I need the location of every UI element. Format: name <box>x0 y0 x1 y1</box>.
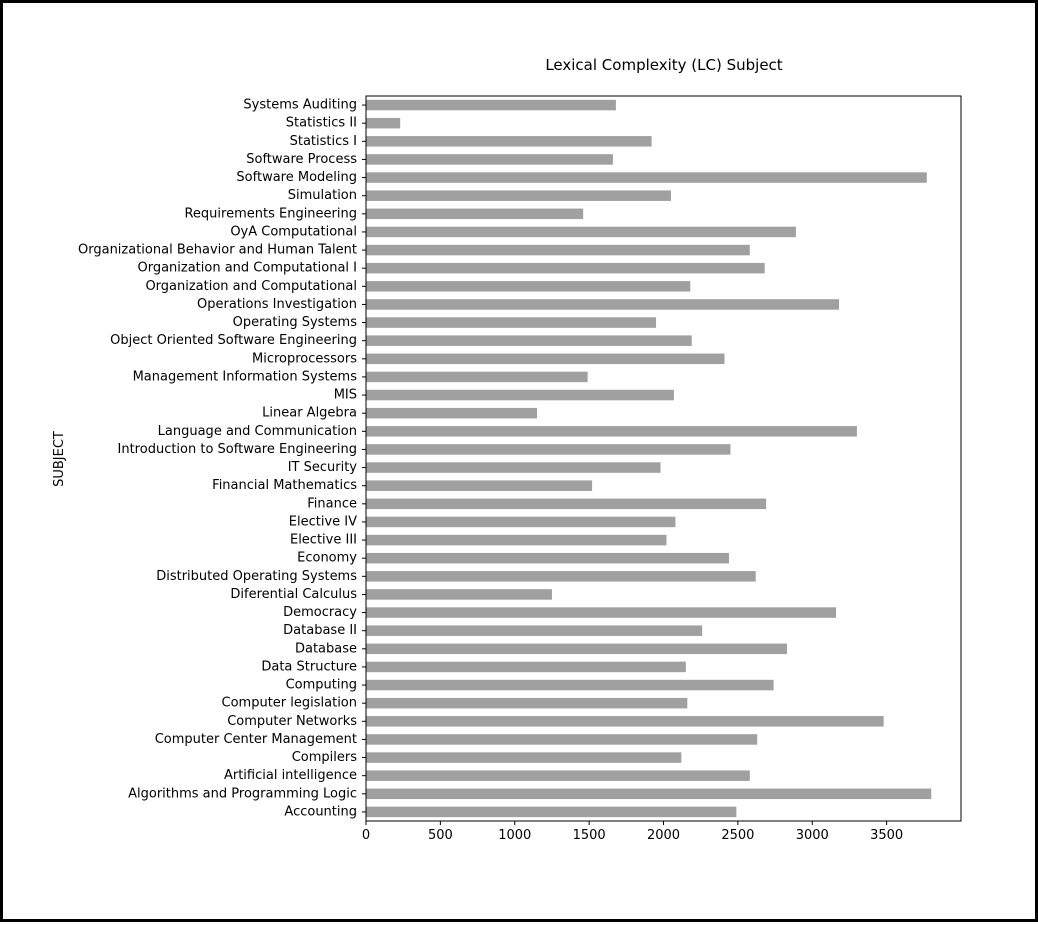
y-tick-label: Algorithms and Programming Logic <box>128 786 357 801</box>
y-tick-label: Artificial intelligence <box>224 768 357 783</box>
y-tick-label: Language and Communication <box>158 424 357 439</box>
bar <box>366 589 552 600</box>
bar <box>366 752 682 763</box>
y-tick-label: Organizational Behavior and Human Talent <box>78 243 357 258</box>
bar <box>366 299 840 310</box>
y-tick-label: Accounting <box>284 804 357 819</box>
y-tick-label: Introduction to Software Engineering <box>118 442 357 457</box>
bar <box>366 516 676 528</box>
bar <box>366 281 691 292</box>
chart-title: Lexical Complexity (LC) Subject <box>545 56 782 74</box>
y-tick-labels: Accounting Algorithms and Programming Log… <box>78 98 366 819</box>
y-tick-label: Economy <box>297 551 357 566</box>
y-tick-label: Financial Mathematics <box>212 478 357 493</box>
y-axis-label: SUBJECT <box>52 431 67 487</box>
bar <box>366 607 837 618</box>
x-tick-label: 3500 <box>870 828 903 843</box>
bar <box>366 534 667 546</box>
bar <box>366 697 688 709</box>
bar <box>366 226 796 238</box>
plot-area-frame <box>365 95 962 822</box>
y-tick-label: Organization and Computational I <box>137 261 357 276</box>
bar <box>366 462 661 473</box>
y-tick-label: Diferential Calculus <box>230 587 357 602</box>
y-tick-label: Computer legislation <box>222 696 357 711</box>
bar <box>366 262 765 274</box>
bar <box>366 154 613 165</box>
bar <box>366 407 538 419</box>
bar <box>366 770 750 781</box>
bar <box>366 498 767 510</box>
bar <box>366 788 932 800</box>
bar <box>366 208 584 220</box>
x-tick-label: 2000 <box>647 828 680 843</box>
y-tick-label: IT Security <box>288 460 358 475</box>
bar <box>366 480 593 491</box>
bar <box>366 625 703 636</box>
bar <box>366 317 657 328</box>
y-tick-label: Requirements Engineering <box>184 206 357 221</box>
y-tick-label: Distributed Operating Systems <box>156 569 357 584</box>
y-tick-label: Operations Investigation <box>197 297 357 312</box>
bar <box>366 371 588 383</box>
bar <box>366 172 927 183</box>
y-tick-label: MIS <box>334 388 357 403</box>
y-tick-label: Democracy <box>283 605 357 620</box>
y-tick-label: Simulation <box>288 188 357 203</box>
bar <box>366 661 686 673</box>
y-tick-label: Computer Center Management <box>155 732 357 747</box>
bar <box>366 389 674 401</box>
y-tick-label: Statistics II <box>286 116 357 131</box>
y-tick-label: Database II <box>283 623 357 638</box>
bar <box>366 643 787 655</box>
bar <box>366 571 756 582</box>
y-tick-label: Software Process <box>246 152 357 167</box>
bar <box>366 806 737 818</box>
y-tick-label: Microprocessors <box>252 351 357 366</box>
y-tick-label: Software Modeling <box>236 170 357 185</box>
y-tick-label: Compilers <box>292 750 358 765</box>
bar <box>366 716 884 727</box>
y-tick-label: Statistics I <box>290 134 357 149</box>
x-tick-label: 500 <box>428 828 453 843</box>
y-tick-label: Elective III <box>290 533 357 548</box>
x-tick-label: 2500 <box>721 828 754 843</box>
x-tick-labels: 0 500 1000 1500 2000 2500 3000 3500 <box>362 821 903 843</box>
y-tick-label: OyA Computational <box>230 224 357 239</box>
y-tick-label: Management Information Systems <box>133 369 358 384</box>
bars-layer <box>366 99 932 818</box>
y-tick-label: Data Structure <box>261 659 357 674</box>
x-tick-label: 1000 <box>498 828 531 843</box>
bar <box>366 679 774 691</box>
x-tick-label: 1500 <box>573 828 606 843</box>
bar <box>366 335 692 346</box>
y-tick-label: Organization and Computational <box>145 279 357 294</box>
y-tick-label: Linear Algebra <box>262 406 357 421</box>
y-tick-label: Operating Systems <box>233 315 358 330</box>
bar <box>366 552 729 564</box>
y-tick-label: Object Oriented Software Engineering <box>110 333 357 348</box>
x-tick-label: 3000 <box>796 828 829 843</box>
bar <box>366 99 616 111</box>
bar <box>366 353 725 365</box>
y-tick-label: Systems Auditing <box>243 98 357 113</box>
bar <box>366 426 857 437</box>
bar-chart: Lexical Complexity (LC) Subject SUBJECT … <box>52 56 962 843</box>
bar <box>366 190 671 201</box>
bar <box>366 244 750 256</box>
y-tick-label: Finance <box>307 496 357 511</box>
y-tick-label: Database <box>295 641 357 656</box>
y-tick-label: Computing <box>286 678 357 693</box>
y-tick-label: Elective IV <box>289 514 357 529</box>
bar <box>366 734 758 745</box>
x-tick-label: 0 <box>362 828 370 843</box>
bar <box>366 117 401 129</box>
bar <box>366 136 652 147</box>
bar <box>366 444 731 455</box>
y-tick-label: Computer Networks <box>227 714 357 729</box>
